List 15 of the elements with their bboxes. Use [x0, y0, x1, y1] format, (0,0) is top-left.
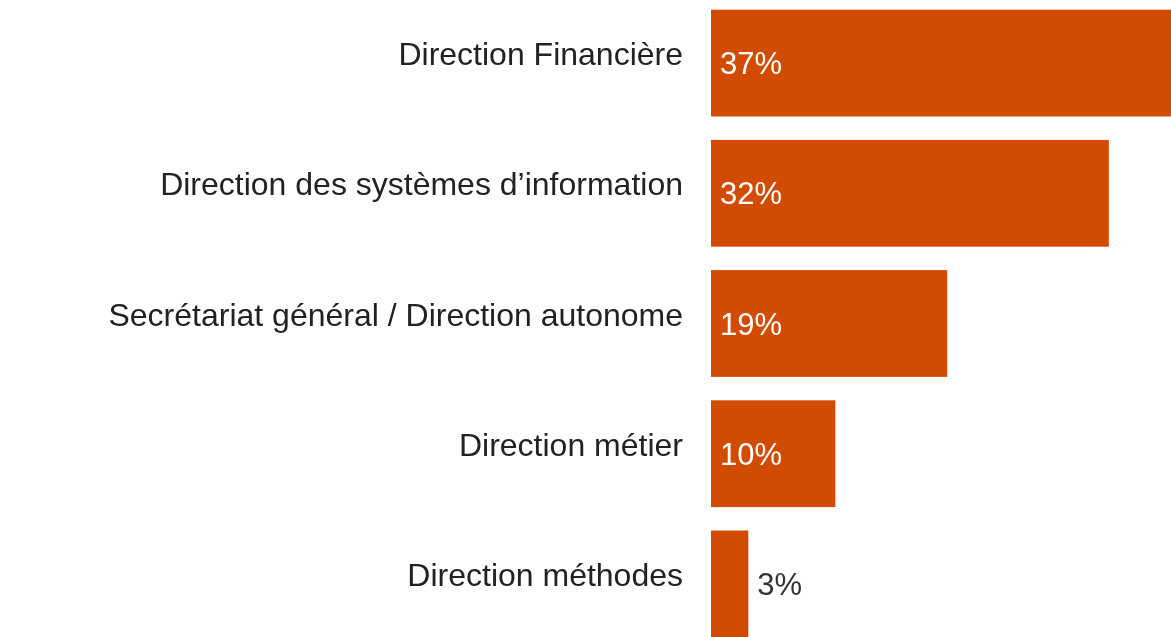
- bar: [711, 139, 1109, 247]
- bar: [711, 530, 749, 637]
- data-label: 37%: [720, 46, 783, 82]
- y-tick-label: Secrétariat général / Direction autonome: [108, 296, 683, 333]
- bar: [711, 270, 948, 377]
- y-tick-label: Direction méthodes: [407, 556, 683, 593]
- data-label: 19%: [720, 306, 783, 342]
- data-label: 32%: [720, 176, 783, 212]
- y-tick-label: Direction des systèmes d’information: [160, 166, 683, 203]
- data-label: 10%: [720, 436, 783, 472]
- y-tick-label: Direction Financière: [398, 36, 683, 73]
- bar: [711, 400, 836, 508]
- y-tick-label: Direction métier: [458, 426, 684, 463]
- data-label: 3%: [757, 566, 803, 602]
- bar: [711, 9, 1171, 117]
